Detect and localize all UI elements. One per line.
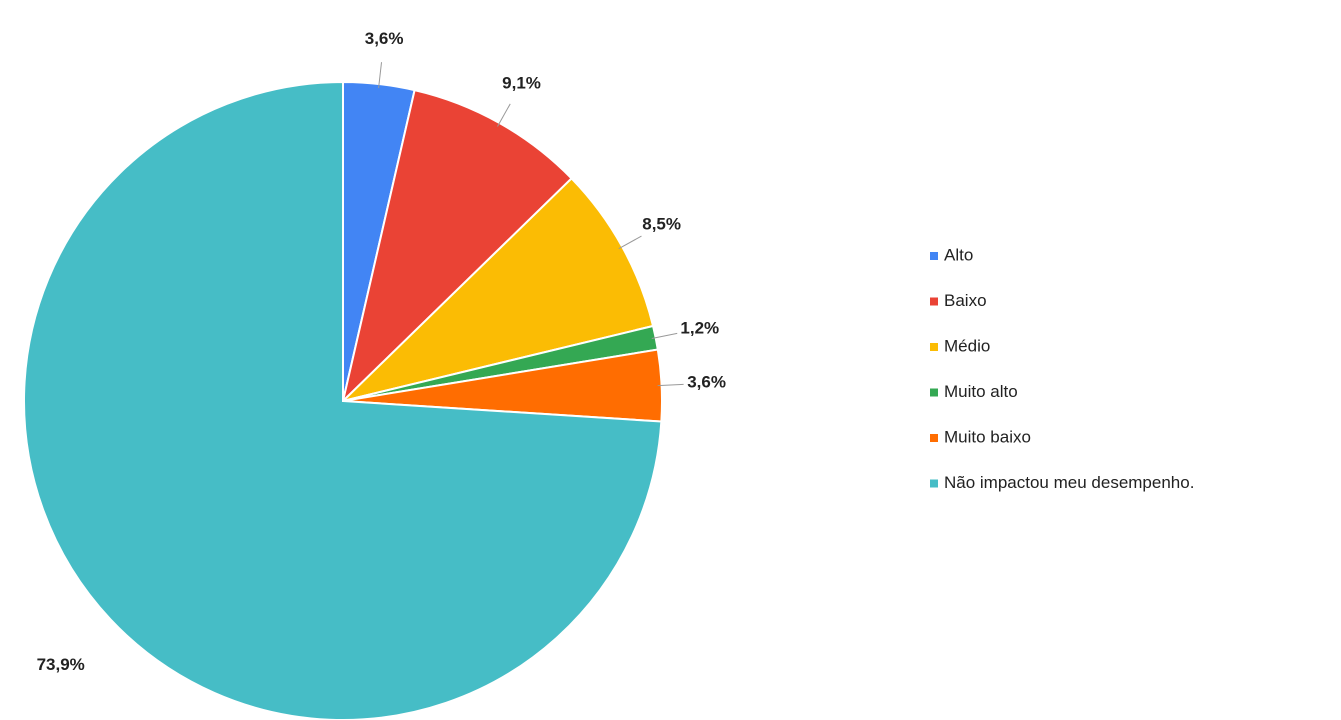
legend-swatch [930,343,938,351]
legend-label: Muito alto [944,382,1018,401]
legend-swatch [930,297,938,306]
leader-line [618,235,642,250]
legend-label: Baixo [944,291,987,310]
legend-label: Não impactou meu desempenho. [944,473,1194,492]
legend-label: Médio [944,336,990,355]
value-label: 1,2% [680,318,719,337]
legend-label: Alto [944,245,973,264]
legend-swatch [930,252,938,260]
legend-swatch [930,434,938,442]
leader-line [378,62,383,89]
value-label: 3,6% [365,29,404,48]
leader-line [651,332,678,340]
value-label: 73,9% [37,655,85,674]
pie-slice [23,80,663,720]
leader-line [497,103,511,127]
value-label: 3,6% [687,373,726,392]
legend-swatch [930,479,938,488]
leader-line [657,383,684,387]
value-label: 8,5% [642,214,681,233]
legend-swatch [930,388,938,397]
value-label: 9,1% [502,73,541,92]
legend-label: Muito baixo [944,427,1031,446]
